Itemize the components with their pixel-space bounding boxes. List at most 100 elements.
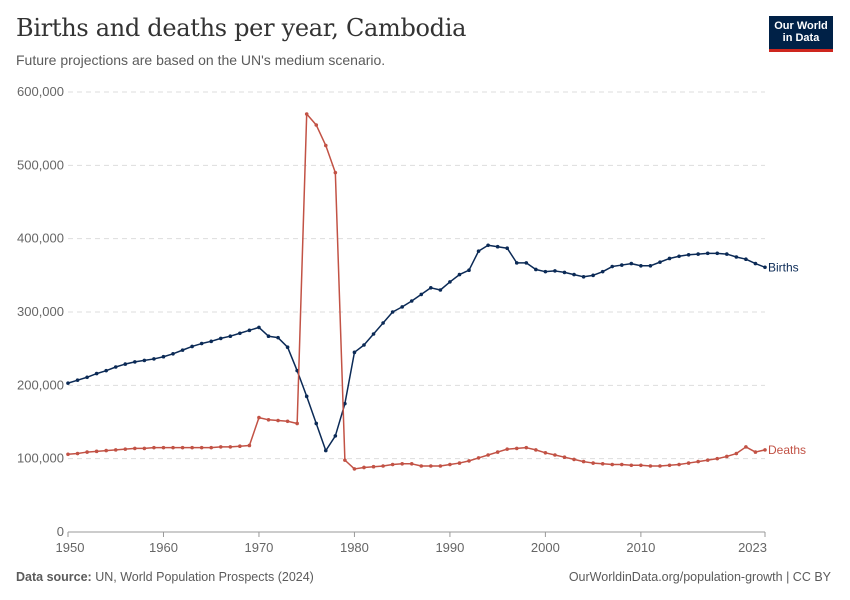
deaths-point[interactable] [400, 462, 404, 466]
deaths-point[interactable] [190, 445, 194, 450]
births-point[interactable] [495, 244, 500, 249]
births-point[interactable] [524, 261, 529, 265]
deaths-point[interactable] [534, 448, 538, 452]
births-point[interactable] [448, 280, 452, 284]
births-point[interactable] [66, 381, 70, 385]
births-point[interactable] [438, 288, 443, 292]
births-point[interactable] [553, 269, 557, 273]
births-point[interactable] [562, 270, 567, 275]
births-point[interactable] [314, 421, 319, 426]
births-point[interactable] [486, 243, 490, 248]
births-point[interactable] [696, 252, 700, 256]
births-point[interactable] [543, 269, 548, 274]
births-point[interactable] [257, 325, 261, 330]
births-point[interactable] [390, 310, 395, 314]
deaths-point[interactable] [476, 456, 481, 460]
births-point[interactable] [677, 254, 681, 259]
births-point[interactable] [343, 401, 347, 406]
deaths-point[interactable] [591, 461, 595, 465]
births-point[interactable] [133, 360, 137, 364]
deaths-point[interactable] [639, 463, 643, 468]
deaths-point[interactable] [362, 465, 366, 470]
births-point[interactable] [572, 272, 576, 277]
deaths-point[interactable] [304, 112, 309, 116]
deaths-point[interactable] [438, 464, 443, 468]
births-point[interactable] [629, 261, 634, 266]
births-point[interactable] [85, 375, 89, 380]
births-point[interactable] [75, 378, 80, 383]
footer-url[interactable]: OurWorldinData.org/population-growth | C… [568, 570, 831, 584]
deaths-point[interactable] [390, 462, 395, 467]
deaths-point[interactable] [85, 450, 89, 454]
deaths-point[interactable] [753, 450, 758, 454]
deaths-point[interactable] [600, 462, 605, 466]
births-point[interactable] [476, 249, 481, 253]
deaths-point[interactable] [409, 462, 414, 466]
births-point[interactable] [171, 352, 175, 356]
deaths-point[interactable] [505, 447, 510, 451]
deaths-point[interactable] [667, 463, 672, 468]
births-point[interactable] [285, 345, 290, 350]
deaths-point[interactable] [75, 451, 80, 456]
deaths-point[interactable] [572, 457, 576, 462]
deaths-point[interactable] [619, 462, 624, 467]
births-point[interactable] [409, 299, 414, 303]
deaths-point[interactable] [161, 445, 166, 450]
deaths-point[interactable] [495, 450, 500, 454]
births-point[interactable] [600, 269, 605, 274]
deaths-point[interactable] [352, 467, 357, 471]
deaths-point[interactable] [648, 464, 653, 468]
deaths-point[interactable] [199, 445, 204, 450]
deaths-point[interactable] [448, 462, 452, 467]
births-point[interactable] [725, 252, 729, 256]
births-point[interactable] [199, 341, 204, 346]
deaths-point[interactable] [152, 445, 156, 450]
deaths-point[interactable] [257, 415, 261, 420]
deaths-point[interactable] [381, 464, 385, 468]
deaths-point[interactable] [343, 458, 347, 462]
deaths-point[interactable] [133, 446, 137, 451]
deaths-point[interactable] [486, 453, 490, 457]
births-point[interactable] [534, 267, 538, 272]
deaths-point[interactable] [705, 458, 710, 462]
births-point[interactable] [123, 362, 128, 366]
births-point[interactable] [763, 265, 767, 270]
deaths-point[interactable] [323, 143, 328, 148]
deaths-point[interactable] [209, 445, 214, 450]
deaths-point[interactable] [629, 463, 634, 468]
births-point[interactable] [381, 321, 385, 325]
deaths-point[interactable] [658, 464, 662, 468]
births-point[interactable] [180, 348, 185, 352]
births-point[interactable] [218, 336, 223, 341]
births-point[interactable] [247, 328, 252, 333]
births-point[interactable] [753, 261, 758, 266]
deaths-point[interactable] [686, 461, 691, 465]
births-point[interactable] [152, 357, 156, 361]
births-point[interactable] [648, 264, 653, 268]
deaths-point[interactable] [553, 453, 557, 457]
births-point[interactable] [467, 268, 471, 273]
births-point[interactable] [619, 263, 624, 267]
deaths-point[interactable] [314, 123, 319, 127]
deaths-point[interactable] [429, 464, 433, 468]
deaths-point[interactable] [763, 448, 767, 452]
births-point[interactable] [457, 272, 462, 277]
deaths-point[interactable] [247, 443, 252, 448]
births-point[interactable] [352, 350, 357, 355]
deaths-point[interactable] [696, 459, 700, 464]
deaths-point[interactable] [610, 462, 615, 467]
births-point[interactable] [362, 343, 366, 347]
births-point[interactable] [304, 394, 309, 399]
deaths-point[interactable] [123, 447, 128, 451]
deaths-point[interactable] [514, 446, 519, 451]
deaths-point[interactable] [371, 464, 376, 469]
deaths-point[interactable] [94, 449, 99, 454]
births-point[interactable] [591, 273, 595, 278]
births-point[interactable] [658, 260, 662, 264]
deaths-point[interactable] [744, 445, 748, 449]
deaths-point[interactable] [457, 461, 462, 465]
births-point[interactable] [429, 286, 433, 290]
deaths-point[interactable] [238, 444, 242, 449]
births-point[interactable] [266, 334, 271, 339]
births-point[interactable] [686, 253, 691, 257]
